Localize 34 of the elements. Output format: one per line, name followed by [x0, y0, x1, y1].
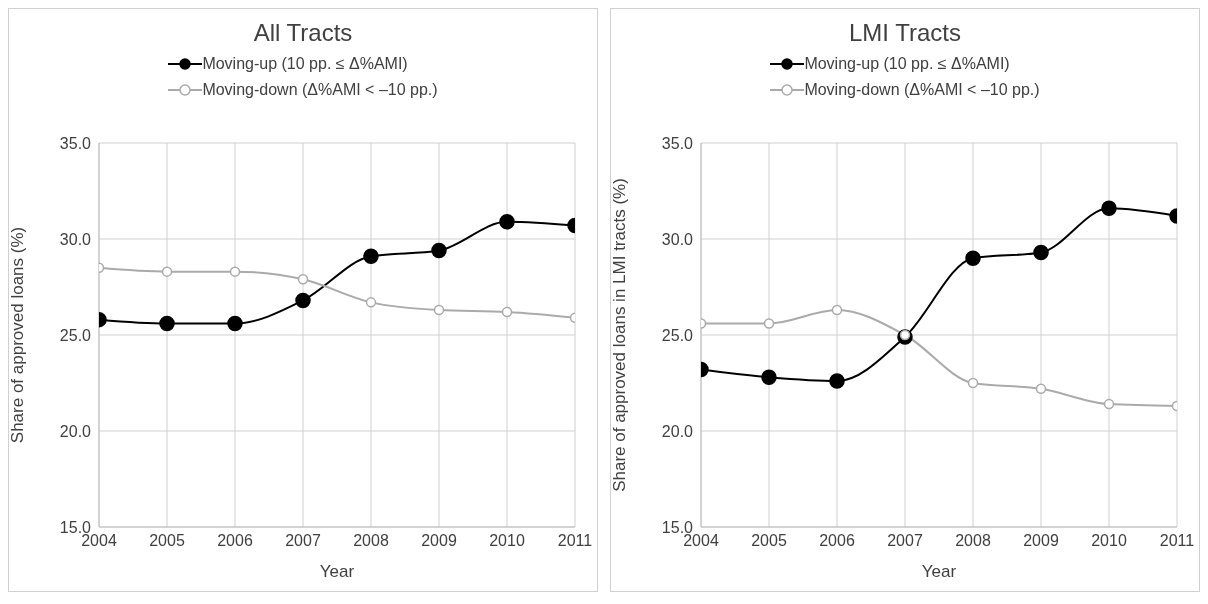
legend-label: Moving-down (Δ%AMI < –10 pp.): [804, 81, 1040, 99]
x-tick-label: 2006: [217, 532, 253, 550]
y-tick-label: 25.0: [59, 326, 92, 344]
legend-label: Moving-up (10 pp. ≤ Δ%AMI): [804, 55, 1010, 73]
y-tick-label: 20.0: [661, 422, 694, 440]
x-tick-label: 2006: [819, 532, 855, 550]
x-axis-title: Year: [921, 562, 957, 581]
y-axis-title: Share of approved loans (%): [8, 226, 28, 444]
chart-title: LMI Tracts: [848, 19, 962, 47]
chart-title: All Tracts: [252, 19, 354, 47]
x-tick-label: 2008: [955, 532, 991, 550]
x-tick-label: 2007: [887, 532, 923, 550]
y-tick-label: 35.0: [59, 134, 92, 152]
legend-label: Moving-down (Δ%AMI < –10 pp.): [202, 81, 438, 99]
x-tick-label: 2011: [557, 532, 593, 550]
y-tick-label: 30.0: [661, 230, 694, 248]
x-tick-label: 2010: [489, 532, 525, 550]
x-tick-label: 2009: [1023, 532, 1059, 550]
x-tick-label: 2005: [149, 532, 185, 550]
y-tick-label: 35.0: [661, 134, 694, 152]
x-tick-label: 2010: [1091, 532, 1127, 550]
x-tick-label: 2004: [683, 532, 719, 550]
y-tick-label: 20.0: [59, 422, 92, 440]
x-tick-label: 2011: [1159, 532, 1195, 550]
x-tick-label: 2005: [751, 532, 787, 550]
x-tick-label: 2009: [421, 532, 457, 550]
x-tick-label: 2008: [353, 532, 389, 550]
x-tick-label: 2004: [81, 532, 117, 550]
y-tick-label: 30.0: [59, 230, 92, 248]
y-tick-label: 25.0: [661, 326, 694, 344]
x-axis-title: Year: [319, 562, 355, 581]
x-tick-label: 2007: [285, 532, 321, 550]
legend-label: Moving-up (10 pp. ≤ Δ%AMI): [202, 55, 408, 73]
y-axis-title: Share of approved loans in LMI tracts (%): [610, 178, 630, 492]
